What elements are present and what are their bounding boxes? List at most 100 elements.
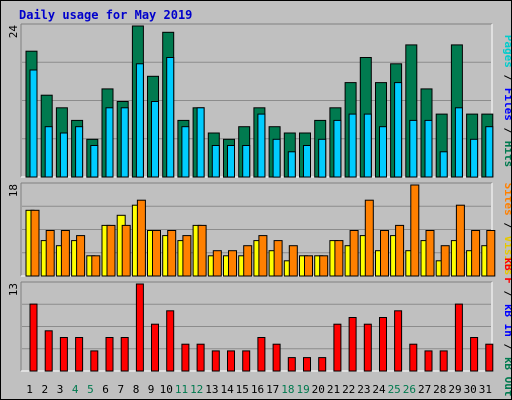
x-tick-label: 1 bbox=[26, 383, 33, 396]
bar-pages bbox=[135, 63, 144, 178]
bar-kb-f bbox=[211, 350, 220, 372]
bar-sites bbox=[395, 224, 405, 277]
bar-pages bbox=[211, 145, 220, 178]
y-axis-max-label: 13 bbox=[7, 283, 20, 296]
legend-hits-files-pages: Pages / Files / Hits bbox=[502, 35, 511, 168]
bar-kb-f bbox=[151, 323, 159, 372]
x-tick-label: 4 bbox=[72, 383, 79, 396]
bar-kb-f bbox=[90, 350, 99, 372]
bar-pages bbox=[363, 113, 372, 178]
bar-kb-f bbox=[287, 357, 296, 372]
bar-pages bbox=[485, 126, 494, 178]
bar-sites bbox=[121, 224, 131, 277]
bar-pages bbox=[470, 138, 479, 178]
x-tick-label: 17 bbox=[266, 383, 279, 396]
y-axis-max-label: 24 bbox=[7, 25, 20, 39]
bar-pages bbox=[44, 126, 53, 178]
bar-sites bbox=[440, 245, 450, 277]
bar-sites bbox=[288, 245, 298, 277]
legend-segment: kB Out bbox=[502, 357, 511, 397]
x-tick-label: 24 bbox=[372, 383, 386, 396]
bar-sites bbox=[136, 199, 146, 277]
bar-sites bbox=[30, 209, 40, 277]
x-tick-label: 14 bbox=[220, 383, 234, 396]
bar-sites bbox=[364, 199, 374, 277]
x-tick-label: 12 bbox=[190, 383, 203, 396]
x-tick-label: 6 bbox=[102, 383, 109, 396]
bar-sites bbox=[152, 230, 161, 277]
bar-sites bbox=[304, 255, 313, 277]
x-tick-label: 28 bbox=[433, 383, 446, 396]
x-tick-label: 22 bbox=[342, 383, 355, 396]
y-axis-max-label: 18 bbox=[7, 184, 20, 197]
bar-kb-f bbox=[120, 337, 129, 372]
bar-pages bbox=[394, 82, 403, 178]
chart-panel-top: 24 Pages / Files / Hits bbox=[7, 23, 511, 178]
bar-kb-f bbox=[59, 337, 68, 372]
bar-sites bbox=[212, 250, 222, 277]
bar-sites bbox=[334, 240, 344, 277]
x-tick-label: 26 bbox=[403, 383, 416, 396]
bar-pages bbox=[424, 119, 433, 178]
bar-sites bbox=[91, 255, 101, 277]
legend-segment: Sites bbox=[502, 183, 511, 216]
legend-segment: / bbox=[502, 121, 511, 141]
x-tick-label: 18 bbox=[281, 383, 294, 396]
x-tick-label: 16 bbox=[251, 383, 264, 396]
legend-segment: Hits bbox=[502, 141, 511, 168]
bar-sites bbox=[349, 230, 359, 277]
bar-kb-f bbox=[75, 337, 84, 372]
legend-segment: Visits bbox=[502, 236, 511, 276]
x-tick-label: 3 bbox=[57, 383, 64, 396]
x-tick-label: 7 bbox=[117, 383, 124, 396]
bar-sites bbox=[243, 245, 253, 277]
bar-pages bbox=[257, 113, 266, 178]
bar-kb-f bbox=[303, 357, 311, 372]
bar-pages bbox=[151, 101, 159, 178]
bar-sites bbox=[471, 230, 481, 277]
legend-kb-traffic: kB F / kB In / kB Out bbox=[502, 257, 511, 396]
bar-pages bbox=[166, 57, 175, 178]
bar-kb-f bbox=[409, 343, 418, 372]
bar-pages bbox=[409, 119, 418, 178]
bar-kb-f bbox=[424, 350, 433, 372]
bar-sites bbox=[380, 230, 389, 277]
legend-segment: / bbox=[502, 216, 511, 236]
x-tick-label: 5 bbox=[87, 383, 94, 396]
bar-pages bbox=[181, 126, 190, 178]
bar-kb-f bbox=[333, 323, 342, 372]
bar-pages bbox=[454, 107, 463, 178]
bar-kb-f bbox=[257, 337, 266, 372]
x-tick-label: 10 bbox=[160, 383, 173, 396]
x-tick-label: 29 bbox=[448, 383, 461, 396]
bar-pages bbox=[318, 138, 327, 178]
bar-pages bbox=[29, 69, 38, 178]
x-tick-label: 30 bbox=[464, 383, 477, 396]
bar-pages bbox=[272, 138, 281, 178]
x-tick-label: 20 bbox=[312, 383, 325, 396]
bar-sites bbox=[228, 250, 237, 277]
bar-pages bbox=[348, 113, 357, 178]
bar-kb-f bbox=[470, 337, 479, 372]
bar-kb-f bbox=[135, 283, 144, 372]
bar-kb-f bbox=[272, 343, 281, 372]
bar-pages bbox=[287, 151, 296, 178]
bar-sites bbox=[486, 230, 496, 277]
bar-pages bbox=[242, 145, 251, 178]
bar-kb-f bbox=[44, 330, 53, 372]
x-tick-label: 15 bbox=[236, 383, 249, 396]
bar-kb-f bbox=[29, 303, 38, 372]
bar-kb-f bbox=[105, 337, 114, 372]
x-tick-label: 25 bbox=[388, 383, 401, 396]
bar-kb-f bbox=[439, 350, 448, 372]
x-tick-label: 19 bbox=[296, 383, 309, 396]
legend-segment: kB F bbox=[502, 257, 511, 284]
bar-kb-f bbox=[227, 350, 235, 372]
x-tick-label: 2 bbox=[41, 383, 48, 396]
bar-sites bbox=[410, 184, 420, 277]
bar-kb-f bbox=[348, 317, 357, 372]
x-tick-label: 8 bbox=[133, 383, 140, 396]
bar-kb-f bbox=[379, 317, 387, 372]
